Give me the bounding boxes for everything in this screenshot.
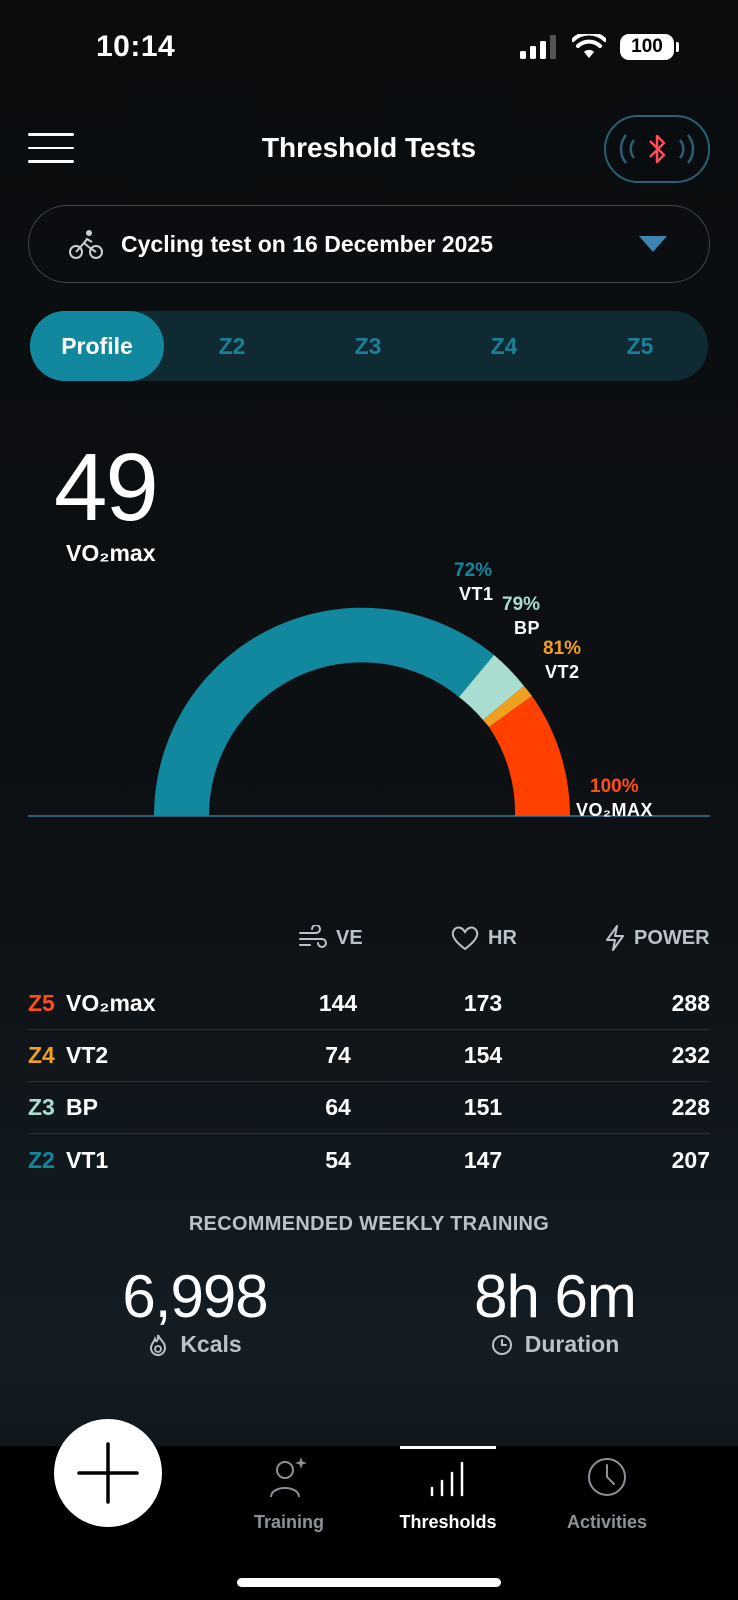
column-header-power: POWER xyxy=(604,925,710,951)
table-row[interactable]: Z4 VT2 74 154 232 xyxy=(28,1030,710,1082)
heart-icon xyxy=(451,926,479,951)
gauge-segment-z5 xyxy=(489,696,571,816)
zone-name: BP xyxy=(66,1094,98,1120)
wind-icon xyxy=(299,925,327,948)
nav-thresholds-label: Thresholds xyxy=(399,1512,497,1532)
hr-value: 147 xyxy=(463,1146,503,1173)
bar-chart-icon xyxy=(430,1461,464,1497)
nav-training[interactable]: Training xyxy=(219,1455,359,1533)
lightning-icon xyxy=(606,925,624,951)
gauge-vt1-name: VT1 xyxy=(459,584,494,604)
zone-code: Z4 xyxy=(28,1042,55,1068)
threshold-gauge: 72% VT1 79% BP 81% VT2 100% VO₂MAX xyxy=(28,560,710,860)
hr-value: 151 xyxy=(463,1094,503,1120)
tab-z4[interactable]: Z4 xyxy=(490,332,518,359)
page-title: Threshold Tests xyxy=(261,132,477,163)
gauge-vt2-pct: 81% xyxy=(543,638,582,659)
nav-thresholds[interactable]: Thresholds xyxy=(378,1455,518,1533)
dropdown-arrow-icon xyxy=(639,236,667,252)
zone-tabs: Profile Z2 Z3 Z4 Z5 xyxy=(30,311,708,381)
test-selector-label: Cycling test on 16 December 2025 xyxy=(121,230,493,257)
zone-name: VT1 xyxy=(66,1146,109,1173)
add-button[interactable] xyxy=(54,1419,162,1527)
kcals-value: 6,998 xyxy=(122,1263,268,1330)
column-header-ve-label: VE xyxy=(336,926,363,949)
ve-value: 54 xyxy=(325,1146,351,1173)
test-selector-dropdown[interactable]: Cycling test on 16 December 2025 xyxy=(28,205,710,283)
home-indicator[interactable] xyxy=(237,1578,501,1587)
gauge-vt2-name: VT2 xyxy=(545,662,580,682)
gauge-vo2max-pct: 100% xyxy=(590,776,639,797)
zone-name: VT2 xyxy=(66,1042,109,1068)
ve-value: 144 xyxy=(318,990,358,1016)
table-row[interactable]: Z5 VO₂max 144 173 288 xyxy=(28,978,710,1030)
ve-value: 64 xyxy=(325,1094,351,1120)
clock-icon xyxy=(588,1458,626,1496)
hr-value: 154 xyxy=(463,1042,503,1068)
ve-value: 74 xyxy=(325,1042,351,1068)
kcals-label: Kcals xyxy=(180,1331,242,1357)
cellular-signal-icon xyxy=(520,35,556,59)
kcals-stat: 6,998 Kcals xyxy=(80,1262,310,1358)
zone-name: VO₂max xyxy=(66,990,156,1016)
table-row[interactable]: Z2 VT1 54 147 207 xyxy=(28,1134,710,1186)
column-header-hr: HR xyxy=(450,925,517,951)
hr-value: 173 xyxy=(463,990,503,1016)
vo2max-label: VO₂max xyxy=(66,540,156,566)
active-tab-indicator xyxy=(400,1446,496,1449)
gauge-segment-z3 xyxy=(459,655,524,720)
nav-training-label: Training xyxy=(253,1512,324,1532)
status-icons: 100 xyxy=(520,34,679,60)
nav-activities[interactable]: Activities xyxy=(537,1455,677,1533)
flame-icon xyxy=(150,1334,167,1356)
zone-code: Z5 xyxy=(28,990,55,1016)
menu-button[interactable] xyxy=(28,133,74,165)
hamburger-icon xyxy=(28,133,74,136)
power-value: 228 xyxy=(671,1094,710,1120)
column-header-power-label: POWER xyxy=(634,926,710,949)
person-sparkle-icon xyxy=(270,1457,307,1498)
battery-indicator: 100 xyxy=(620,34,679,60)
cycling-icon xyxy=(69,230,103,259)
column-header-hr-label: HR xyxy=(488,926,517,949)
gauge-vo2max-name: VO₂MAX xyxy=(576,800,654,820)
vo2max-value: 49 xyxy=(54,434,159,541)
hamburger-line xyxy=(28,160,74,163)
column-header-ve: VE xyxy=(298,925,363,951)
power-value: 232 xyxy=(671,1042,710,1068)
gauge-bp-pct: 79% xyxy=(502,594,541,615)
power-value: 207 xyxy=(671,1146,710,1173)
plus-icon xyxy=(77,1442,139,1504)
status-time: 10:14 xyxy=(96,30,176,63)
bluetooth-icon xyxy=(619,134,695,164)
tab-z2[interactable]: Z2 xyxy=(218,332,246,359)
gauge-segment-z2 xyxy=(153,607,494,816)
zone-code: Z3 xyxy=(28,1094,55,1120)
threshold-table: Z5 VO₂max 144 173 288 Z4 VT2 74 154 232 … xyxy=(0,978,738,1194)
nav-activities-label: Activities xyxy=(566,1512,648,1532)
bluetooth-button[interactable] xyxy=(604,115,710,183)
tab-z3[interactable]: Z3 xyxy=(354,332,382,359)
duration-stat: 8h 6m Duration xyxy=(430,1262,680,1358)
tab-z5[interactable]: Z5 xyxy=(626,332,654,359)
gauge-segment-z4 xyxy=(483,686,532,727)
zone-code: Z2 xyxy=(28,1146,55,1173)
power-value: 288 xyxy=(671,990,710,1016)
clock-icon xyxy=(491,1334,512,1355)
recommended-title: RECOMMENDED WEEKLY TRAINING xyxy=(188,1213,550,1235)
wifi-icon xyxy=(572,34,606,58)
kcals-label-row: Kcals xyxy=(80,1331,310,1358)
tab-profile[interactable]: Profile xyxy=(30,311,164,381)
gauge-vt1-pct: 72% xyxy=(454,560,493,581)
hamburger-line xyxy=(28,146,74,149)
gauge-bp-name: BP xyxy=(514,618,541,638)
gauge-arc xyxy=(28,607,710,817)
duration-label-row: Duration xyxy=(430,1331,680,1358)
table-row[interactable]: Z3 BP 64 151 228 xyxy=(28,1082,710,1134)
duration-label: Duration xyxy=(524,1331,620,1357)
duration-value: 8h 6m xyxy=(474,1263,637,1330)
